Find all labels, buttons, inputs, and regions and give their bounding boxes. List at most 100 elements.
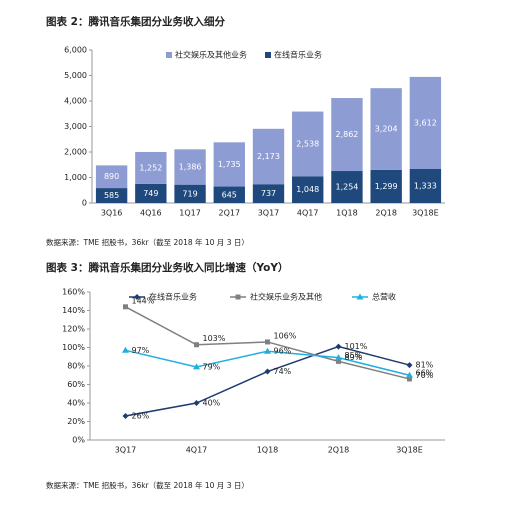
value-label: 1,735	[218, 160, 241, 169]
y-tick-label: 140%	[62, 306, 85, 315]
y-tick-label: 5,000	[64, 71, 87, 80]
value-label: 97%	[132, 346, 150, 355]
marker	[134, 294, 140, 300]
value-label: 106%	[274, 331, 297, 340]
marker	[407, 376, 412, 382]
value-label: 144%	[132, 296, 155, 305]
value-label: 1,333	[414, 182, 437, 191]
legend-label: 社交娱乐业务及其他	[250, 292, 322, 302]
marker	[406, 362, 413, 369]
marker	[264, 368, 271, 375]
marker	[235, 294, 241, 300]
y-tick-label: 100%	[62, 343, 85, 352]
bar-segment	[409, 169, 442, 203]
chart-title: 图表 2：腾讯音乐集团分业务收入细分	[46, 15, 225, 28]
marker	[356, 293, 364, 300]
marker	[264, 347, 271, 354]
value-label: 1,386	[179, 162, 202, 171]
legend-label: 在线音乐业务	[274, 50, 322, 60]
x-tick-label: 4Q17	[186, 446, 208, 455]
value-label: 1,299	[375, 182, 398, 191]
bar-segment	[135, 183, 167, 203]
y-tick-label: 1,000	[64, 173, 87, 182]
marker	[406, 371, 413, 378]
marker	[335, 354, 342, 361]
marker	[122, 346, 129, 353]
y-tick-label: 20%	[67, 417, 85, 426]
value-label: 645	[222, 190, 237, 199]
x-tick-label: 3Q18E	[396, 446, 423, 455]
source: 数据来源：TME 招股书，36kr（截至 2018 年 10 月 3 日）	[46, 480, 249, 490]
marker	[122, 412, 129, 419]
bar-segment	[95, 188, 128, 203]
value-label: 585	[104, 191, 119, 200]
value-label: 719	[182, 189, 197, 198]
source: 数据来源：TME 招股书，36kr（截至 2018 年 10 月 3 日）	[46, 237, 249, 247]
x-tick-label: 2Q18	[328, 446, 350, 455]
value-label: 3,204	[375, 125, 398, 134]
value-label: 890	[104, 172, 119, 181]
x-tick-label: 3Q18E	[412, 209, 439, 218]
legend-label: 在线音乐业务	[149, 292, 197, 302]
value-label: 103%	[203, 334, 226, 343]
y-tick-label: 6,000	[64, 46, 87, 55]
bar-segment	[331, 171, 363, 203]
bar-segment	[252, 184, 285, 203]
x-tick-label: 4Q16	[140, 209, 162, 218]
value-label: 26%	[132, 411, 150, 420]
bar-segment	[252, 128, 285, 185]
x-tick-label: 3Q17	[258, 209, 280, 218]
value-label: 66%	[416, 368, 434, 377]
y-tick-label: 60%	[67, 380, 85, 389]
x-tick-label: 1Q18	[257, 446, 279, 455]
legend-swatch	[166, 52, 172, 58]
marker	[193, 363, 200, 370]
bar-segment	[174, 149, 206, 185]
value-label: 2,862	[335, 130, 358, 139]
bar-segment	[95, 165, 128, 189]
value-label: 1,252	[139, 163, 162, 172]
value-label: 2,173	[257, 152, 280, 161]
value-label: 2,538	[296, 139, 319, 148]
y-tick-label: 160%	[62, 288, 85, 297]
x-tick-label: 1Q17	[179, 209, 201, 218]
value-label: 737	[261, 189, 276, 198]
value-label: 40%	[203, 399, 221, 408]
bar-segment	[213, 186, 245, 203]
legend-label: 社交娱乐及其他业务	[175, 50, 247, 60]
y-tick-label: 4,000	[64, 97, 87, 106]
y-tick-label: 40%	[67, 399, 85, 408]
bar-segment	[213, 142, 245, 187]
value-label: 85%	[345, 351, 363, 360]
value-label: 749	[143, 189, 158, 198]
value-label: 74%	[274, 367, 292, 376]
x-tick-label: 4Q17	[297, 209, 319, 218]
y-tick-label: 0%	[72, 436, 85, 445]
x-tick-label: 3Q16	[101, 209, 123, 218]
x-tick-label: 2Q18	[375, 209, 397, 218]
value-label: 81%	[416, 361, 434, 370]
y-tick-label: 80%	[67, 362, 85, 371]
bar-segment	[135, 151, 167, 184]
value-label: 96%	[274, 347, 292, 356]
marker	[336, 358, 341, 364]
line	[125, 345, 410, 417]
value-label: 1,254	[335, 183, 358, 192]
x-tick-label: 2Q17	[218, 209, 240, 218]
bar-segment	[409, 76, 442, 170]
marker	[193, 400, 200, 406]
bar-segment	[292, 176, 324, 203]
bar-segment	[370, 169, 402, 203]
bar-segment	[174, 184, 206, 203]
legend-swatch	[265, 52, 271, 58]
chart-title: 图表 3：腾讯音乐集团分业务收入同比增速（YoY）	[46, 261, 288, 274]
marker	[265, 339, 270, 345]
bar-segment	[331, 98, 363, 172]
value-label: 3,612	[414, 118, 437, 127]
y-tick-label: 0	[82, 199, 87, 208]
legend-label: 总营收	[372, 292, 396, 302]
y-tick-label: 120%	[62, 325, 85, 334]
marker	[335, 343, 342, 350]
